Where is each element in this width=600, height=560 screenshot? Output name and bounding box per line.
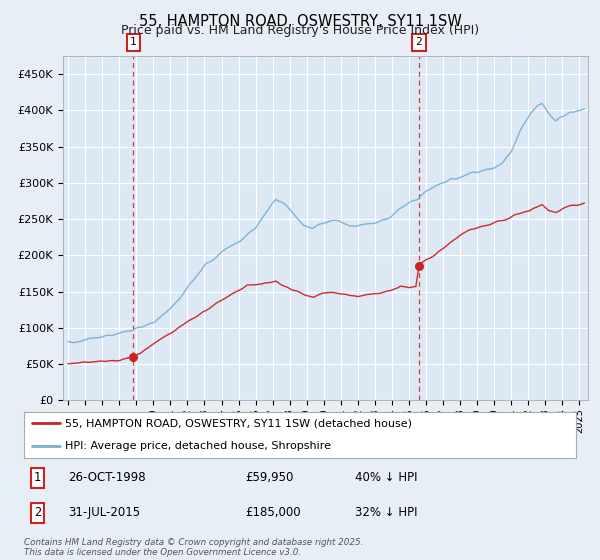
Text: 32% ↓ HPI: 32% ↓ HPI (355, 506, 418, 519)
Text: HPI: Average price, detached house, Shropshire: HPI: Average price, detached house, Shro… (65, 441, 331, 451)
Text: Contains HM Land Registry data © Crown copyright and database right 2025.
This d: Contains HM Land Registry data © Crown c… (24, 538, 364, 557)
Text: 55, HAMPTON ROAD, OSWESTRY, SY11 1SW: 55, HAMPTON ROAD, OSWESTRY, SY11 1SW (139, 14, 461, 29)
Text: Price paid vs. HM Land Registry's House Price Index (HPI): Price paid vs. HM Land Registry's House … (121, 24, 479, 37)
Text: 31-JUL-2015: 31-JUL-2015 (68, 506, 140, 519)
Text: 2: 2 (34, 506, 41, 519)
Text: £185,000: £185,000 (245, 506, 301, 519)
Text: 2: 2 (416, 38, 422, 48)
Text: 26-OCT-1998: 26-OCT-1998 (68, 472, 146, 484)
Text: 1: 1 (34, 472, 41, 484)
Text: 55, HAMPTON ROAD, OSWESTRY, SY11 1SW (detached house): 55, HAMPTON ROAD, OSWESTRY, SY11 1SW (de… (65, 418, 412, 428)
Text: £59,950: £59,950 (245, 472, 293, 484)
Text: 1: 1 (130, 38, 137, 48)
Text: 40% ↓ HPI: 40% ↓ HPI (355, 472, 418, 484)
